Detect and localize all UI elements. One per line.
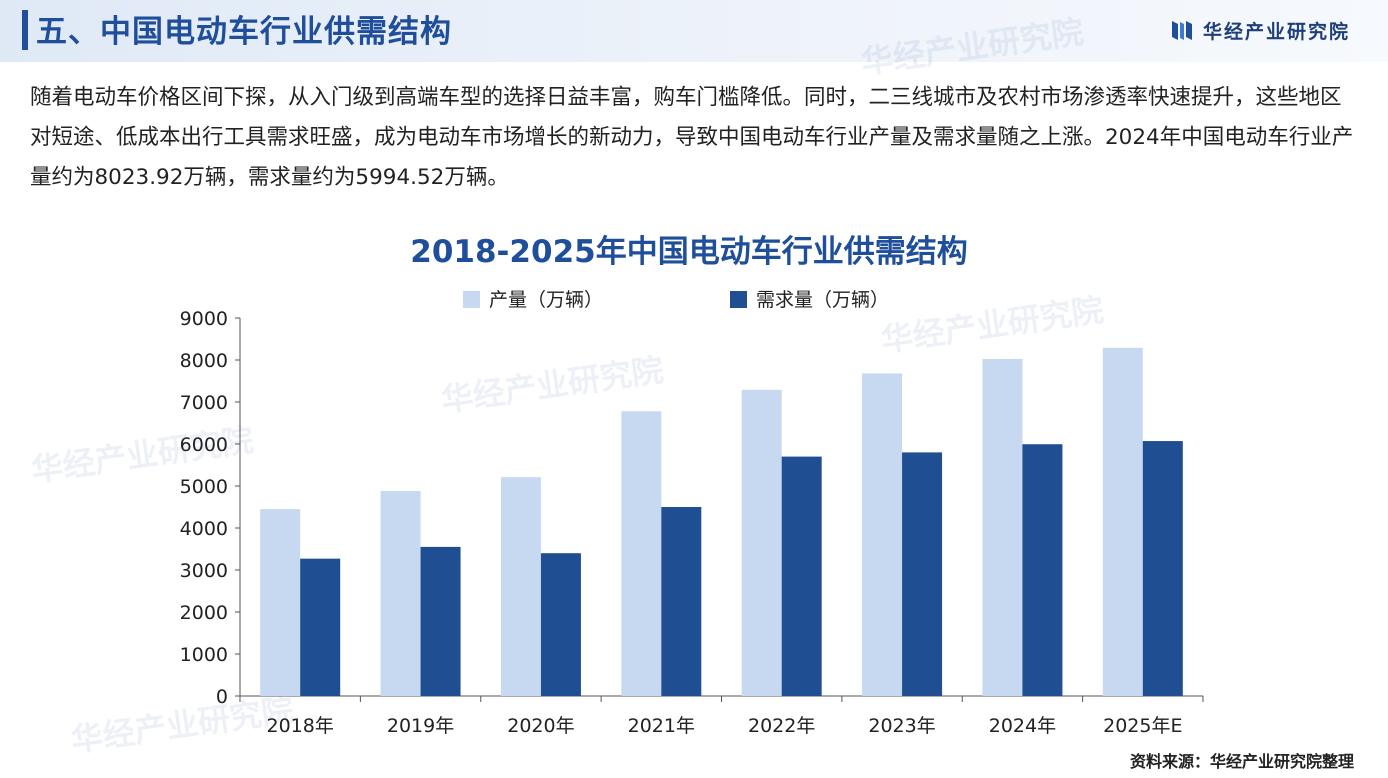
- source-note: 资料来源：华经产业研究院整理: [1129, 752, 1354, 771]
- x-tick-label: 2019年: [387, 715, 454, 737]
- y-tick-label: 1000: [180, 644, 228, 666]
- y-tick-label: 7000: [180, 392, 228, 414]
- y-tick-label: 5000: [180, 476, 228, 498]
- x-tick-label: 2023年: [868, 715, 935, 737]
- chart-title: 2018-2025年中国电动车行业供需结构: [410, 234, 967, 270]
- bar-demand: [540, 553, 581, 696]
- bar-demand: [420, 546, 461, 696]
- y-tick-label: 3000: [180, 560, 228, 582]
- y-tick-label: 2000: [180, 602, 228, 624]
- x-tick-label: 2020年: [507, 715, 574, 737]
- x-tick-label: 2021年: [628, 715, 695, 737]
- bar-demand: [1022, 444, 1063, 696]
- x-tick-label: 2025年E: [1103, 715, 1182, 737]
- y-tick-label: 6000: [180, 434, 228, 456]
- bar-production: [380, 491, 421, 696]
- bar-demand: [661, 507, 702, 696]
- bar-production: [621, 411, 662, 696]
- x-tick-label: 2022年: [748, 715, 815, 737]
- header-accent-bar: [22, 10, 28, 50]
- bar-production: [260, 509, 301, 696]
- header-band: [0, 0, 1388, 62]
- bar-production: [982, 358, 1023, 696]
- brand-name: 华经产业研究院: [1202, 20, 1350, 43]
- section-title: 五、中国电动车行业供需结构: [36, 14, 452, 50]
- bar-production: [500, 477, 541, 696]
- legend-label: 需求量（万辆）: [756, 289, 889, 311]
- bar-demand: [300, 558, 341, 696]
- brand-logo-icon: [1171, 21, 1192, 40]
- legend-swatch: [463, 291, 480, 308]
- y-tick-label: 0: [216, 686, 228, 708]
- y-tick-label: 9000: [180, 308, 228, 330]
- y-tick-label: 8000: [180, 350, 228, 372]
- bar-production: [1102, 347, 1143, 696]
- x-tick-label: 2018年: [267, 715, 334, 737]
- bar-demand: [781, 456, 822, 696]
- legend-swatch: [730, 291, 747, 308]
- bar-production: [862, 373, 903, 696]
- bar-demand: [1142, 441, 1183, 696]
- bar-production: [741, 389, 782, 696]
- brand: 华经产业研究院: [1171, 16, 1350, 44]
- bar-demand: [902, 452, 943, 696]
- x-tick-label: 2024年: [989, 715, 1056, 737]
- y-tick-label: 4000: [180, 518, 228, 540]
- legend-label: 产量（万辆）: [489, 289, 603, 311]
- intro-paragraph: 随着电动车价格区间下探，从入门级到高端车型的选择日益丰富，购车门槛降低。同时，二…: [30, 85, 1354, 190]
